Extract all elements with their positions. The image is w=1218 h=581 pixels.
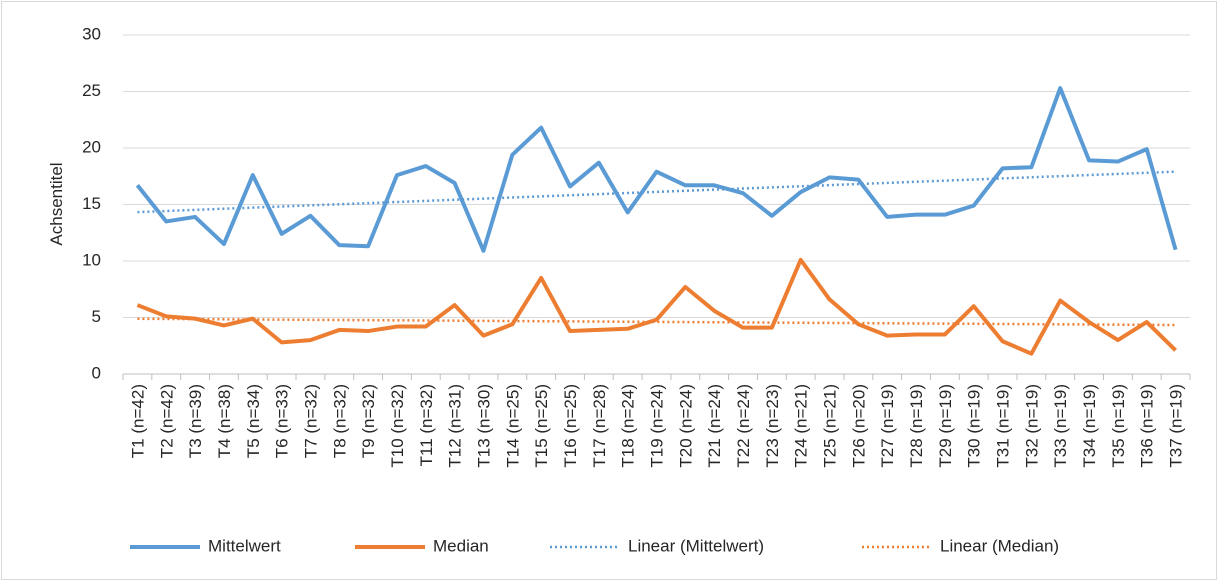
x-tick-label: T28 (n=19) [907, 384, 926, 468]
legend-label: Linear (Median) [940, 536, 1059, 555]
x-tick-label: T5 (n=34) [244, 384, 263, 458]
y-tick-label: 25 [82, 81, 101, 100]
x-tick-label: T23 (n=23) [763, 384, 782, 468]
x-tick-label: T1 (n=42) [128, 384, 147, 458]
x-tick-label: T24 (n=21) [792, 384, 811, 468]
x-tick-label: T18 (n=24) [619, 384, 638, 468]
legend-label: Mittelwert [208, 536, 281, 555]
y-tick-label: 15 [82, 194, 101, 213]
y-tick-label: 10 [82, 250, 101, 269]
x-tick-label: T22 (n=24) [734, 384, 753, 468]
x-tick-label: T17 (n=28) [590, 384, 609, 468]
x-tick-label: T33 (n=19) [1051, 384, 1070, 468]
x-tick-label: T29 (n=19) [936, 384, 955, 468]
x-tick-label: T16 (n=25) [561, 384, 580, 468]
y-tick-label: 5 [92, 307, 101, 326]
x-tick-label: T11 (n=32) [417, 384, 436, 466]
x-tick-label: T13 (n=30) [474, 384, 493, 468]
y-tick-label: 30 [82, 24, 101, 43]
x-tick-label: T25 (n=21) [821, 384, 840, 468]
data-line [136, 257, 1177, 356]
x-tick-label: T12 (n=31) [446, 384, 465, 468]
x-tick-label: T19 (n=24) [648, 384, 667, 468]
x-tick-label: T20 (n=24) [676, 384, 695, 468]
x-tick-label: T32 (n=19) [1022, 384, 1041, 468]
x-tick-label: T6 (n=33) [273, 384, 292, 458]
x-tick-label: T10 (n=32) [388, 384, 407, 468]
x-tick-label: T2 (n=42) [157, 384, 176, 458]
legend-label: Median [433, 536, 489, 555]
legend-label: Linear (Mittelwert) [628, 536, 764, 555]
x-tick-label: T26 (n=20) [849, 384, 868, 468]
x-tick-label: T4 (n=38) [215, 384, 234, 458]
x-tick-label: T36 (n=19) [1138, 384, 1157, 468]
trend-line [137, 170, 1176, 214]
x-tick-label: T8 (n=32) [330, 384, 349, 458]
x-tick-label: T35 (n=19) [1109, 384, 1128, 468]
x-tick-label: T21 (n=24) [705, 384, 724, 468]
y-axis-title: Achsentitel [47, 162, 66, 245]
x-tick-label: T7 (n=32) [301, 384, 320, 458]
x-tick-label: T34 (n=19) [1080, 384, 1099, 468]
y-tick-label: 20 [82, 137, 101, 156]
x-tick-label: T37 (n=19) [1167, 384, 1186, 468]
x-tick-label: T30 (n=19) [965, 384, 984, 468]
x-tick-label: T31 (n=19) [994, 384, 1013, 468]
trend-line [137, 317, 1176, 327]
data-line [135, 86, 1178, 253]
x-tick-label: T14 (n=25) [503, 384, 522, 468]
x-tick-label: T15 (n=25) [532, 384, 551, 468]
x-tick-label: T27 (n=19) [878, 384, 897, 468]
x-tick-label: T3 (n=39) [186, 384, 205, 458]
y-tick-label: 0 [92, 363, 101, 382]
x-tick-label: T9 (n=32) [359, 384, 378, 458]
